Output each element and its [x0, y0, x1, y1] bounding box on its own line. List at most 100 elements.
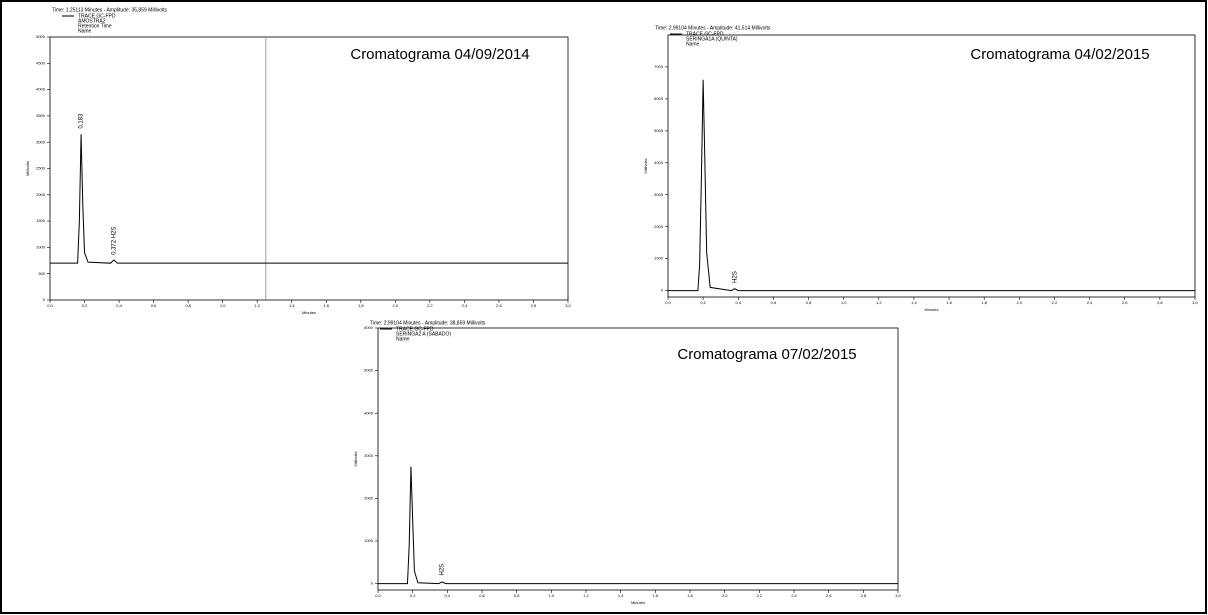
x-tick-label: 3,0	[1192, 300, 1198, 305]
y-axis-label: Millivolts	[25, 161, 30, 176]
y-tick-label: 6000	[364, 325, 374, 330]
x-tick-label: 2,2	[1052, 300, 1058, 305]
y-tick-label: 2500	[36, 166, 46, 171]
y-tick-label: 6000	[654, 96, 664, 101]
y-axis-label: Millivolts	[353, 451, 358, 466]
y-tick-label: 3000	[654, 192, 664, 197]
x-tick-label: 1,6	[323, 303, 329, 308]
legend-line: Retention Time	[78, 23, 112, 29]
x-tick-label: 0,2	[410, 593, 416, 598]
x-tick-label: 0,2	[700, 300, 706, 305]
x-axis-label: Minutes	[631, 600, 645, 605]
x-tick-label: 2,4	[462, 303, 468, 308]
y-tick-label: 1500	[36, 218, 46, 223]
y-tick-label: 0	[661, 288, 664, 293]
legend-line: SERINGA1A (QUINTA)	[686, 36, 738, 42]
trace-line	[378, 466, 898, 585]
legend-line: AMOSTRA2	[78, 18, 106, 24]
legend-line: Name	[686, 41, 700, 47]
y-tick-label: 4000	[364, 410, 374, 415]
x-tick-label: 1,2	[583, 593, 589, 598]
x-tick-label: 0,8	[514, 593, 520, 598]
chart-title: Cromatograma 04/09/2014	[350, 46, 529, 63]
x-tick-label: 1,4	[911, 300, 917, 305]
y-tick-label: 3000	[36, 139, 46, 144]
x-tick-label: 3,0	[565, 303, 571, 308]
y-tick-label: 4000	[654, 160, 664, 165]
x-tick-label: 1,0	[220, 303, 226, 308]
y-tick-label: 0	[43, 297, 46, 302]
y-tick-label: 5000	[654, 128, 664, 133]
trace-line	[668, 79, 1195, 292]
x-tick-label: 0,0	[665, 300, 671, 305]
x-tick-label: 1,0	[549, 593, 555, 598]
x-tick-label: 1,8	[358, 303, 364, 308]
x-tick-label: 0,6	[151, 303, 157, 308]
x-tick-label: 2,4	[791, 593, 797, 598]
x-tick-label: 0,4	[116, 303, 122, 308]
legend-label: TRACE GC-FPD	[78, 13, 116, 19]
y-tick-label: 7000	[654, 64, 664, 69]
x-axis-label: Minutes	[302, 310, 316, 315]
y-tick-label: 1000	[364, 538, 374, 543]
x-tick-label: 1,4	[289, 303, 295, 308]
y-tick-label: 500	[38, 271, 45, 276]
x-tick-label: 0,6	[479, 593, 485, 598]
legend-label: TRACE GC-FPD	[686, 31, 724, 37]
x-tick-label: 3,0	[895, 593, 901, 598]
x-tick-label: 2,0	[722, 593, 728, 598]
x-tick-label: 1,6	[653, 593, 659, 598]
x-tick-label: 0,4	[735, 300, 741, 305]
x-tick-label: 2,0	[393, 303, 399, 308]
x-tick-label: 0,8	[185, 303, 191, 308]
x-tick-label: 2,2	[757, 593, 763, 598]
peak-label: H2S	[732, 271, 738, 283]
x-tick-label: 0,8	[806, 300, 812, 305]
legend-line: Name	[396, 336, 410, 342]
x-tick-label: 2,6	[496, 303, 502, 308]
x-tick-label: 0,0	[375, 593, 381, 598]
x-tick-label: 2,6	[1122, 300, 1128, 305]
y-tick-label: 3500	[36, 113, 46, 118]
y-axis-label: Millivolts	[643, 158, 648, 173]
y-tick-label: 2000	[36, 192, 46, 197]
peak-label: 0,183	[79, 113, 85, 129]
legend-line: SERINGA2 A (SABADO)	[396, 331, 451, 337]
y-tick-label: 0	[371, 581, 374, 586]
x-tick-label: 1,0	[841, 300, 847, 305]
legend-label: TRACE GC-FPD	[396, 326, 434, 332]
x-tick-label: 1,6	[946, 300, 952, 305]
x-tick-label: 2,6	[826, 593, 832, 598]
x-tick-label: 1,8	[687, 593, 693, 598]
x-axis-label: Minutes	[924, 307, 938, 312]
chart-header: Time: 1,25113 Minutes - Amplitude: 35,85…	[52, 7, 168, 13]
y-tick-label: 2000	[654, 224, 664, 229]
x-tick-label: 1,8	[981, 300, 987, 305]
y-tick-label: 4000	[36, 87, 46, 92]
x-tick-label: 2,0	[1017, 300, 1023, 305]
x-tick-label: 1,2	[254, 303, 260, 308]
chart-title: Cromatograma 04/02/2015	[970, 46, 1149, 63]
y-tick-label: 5000	[364, 368, 374, 373]
peak-label: 0,372 H2S	[111, 227, 117, 255]
y-tick-label: 1000	[654, 256, 664, 261]
x-tick-label: 0,0	[47, 303, 53, 308]
chart-header: Time: 2,99104 Minutes - Amplitude: 41,51…	[655, 25, 771, 31]
y-tick-label: 1000	[36, 244, 46, 249]
chart-header: Time: 2,99104 Minutes - Amplitude: 38,85…	[370, 320, 486, 326]
chart-title: Cromatograma 07/02/2015	[677, 346, 856, 363]
x-tick-label: 2,2	[427, 303, 433, 308]
plot-frame	[667, 34, 1196, 298]
y-tick-label: 4500	[36, 60, 46, 65]
x-tick-label: 0,2	[82, 303, 88, 308]
x-tick-label: 0,6	[771, 300, 777, 305]
y-tick-label: 2000	[364, 495, 374, 500]
x-tick-label: 1,2	[876, 300, 882, 305]
legend-line: Name	[78, 28, 92, 34]
x-tick-label: 2,4	[1087, 300, 1093, 305]
x-tick-label: 2,8	[1157, 300, 1163, 305]
plot-frame	[377, 327, 899, 591]
